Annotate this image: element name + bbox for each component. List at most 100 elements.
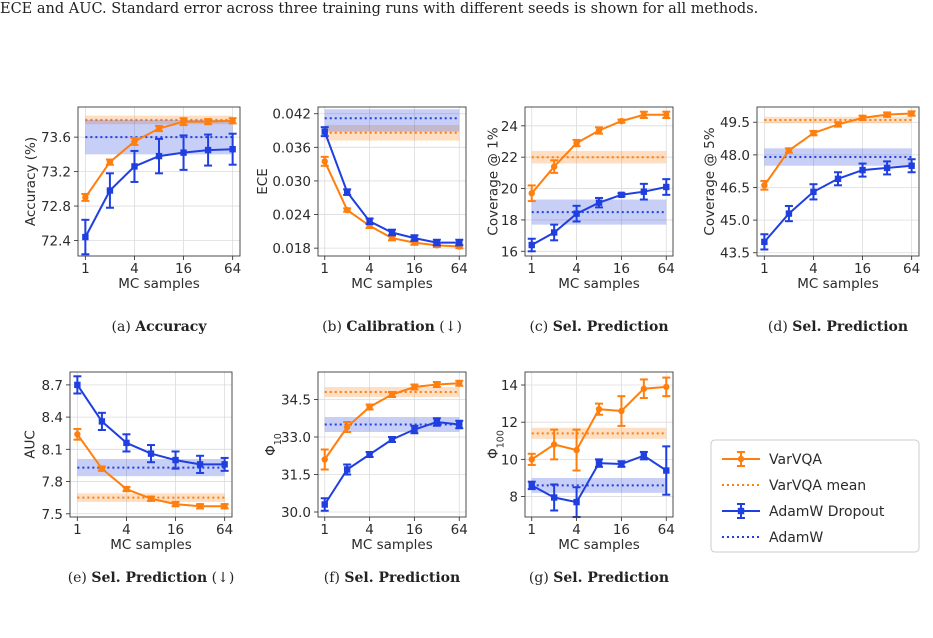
- x-tick-label: 4: [365, 522, 374, 538]
- y-tick-label: 8.1: [42, 442, 63, 458]
- chart-panel: 1 4 16 64 0.018 0.024 0.030 0.036 0.042 MC sample…: [255, 106, 468, 335]
- y-tick-label: 0.042: [272, 107, 311, 123]
- mean-band: [764, 116, 912, 124]
- data-point-circle: [908, 110, 915, 117]
- data-point-circle: [595, 127, 603, 134]
- data-point-square: [106, 187, 114, 194]
- x-tick-label: 16: [854, 261, 871, 277]
- data-point-square: [663, 467, 670, 474]
- data-point-circle: [785, 147, 793, 154]
- data-point-circle: [221, 503, 228, 510]
- x-tick-label: 1: [320, 261, 329, 277]
- data-point-circle: [123, 485, 130, 493]
- x-tick-label: 4: [572, 261, 581, 277]
- data-point-square: [550, 494, 558, 501]
- data-point-square: [388, 229, 396, 236]
- series-line: [323, 420, 460, 506]
- axes-frame: [317, 371, 467, 518]
- subfigure-caption: (e) Sel. Prediction (↓): [68, 570, 235, 586]
- mean-band: [324, 417, 460, 432]
- x-tick-label: 1: [527, 522, 536, 538]
- mean-band: [324, 109, 460, 132]
- y-axis-label: Coverage @ 1%: [485, 127, 501, 235]
- data-point-square: [573, 498, 580, 506]
- data-point-circle: [663, 383, 670, 391]
- y-tick-label: 46.5: [720, 180, 750, 196]
- y-tick-label: 7.5: [42, 507, 63, 523]
- mean-band: [324, 124, 460, 141]
- x-tick-label: 4: [130, 261, 139, 277]
- legend-marker-circle: [737, 455, 745, 463]
- data-point-square: [221, 461, 228, 468]
- y-tick-label: 43.5: [720, 246, 750, 262]
- caption-title: Sel. Prediction: [91, 570, 207, 586]
- data-point-circle: [82, 194, 89, 201]
- data-point-circle: [204, 118, 212, 125]
- data-point-circle: [663, 111, 670, 119]
- axes-frame: [77, 106, 241, 257]
- data-point-square: [74, 381, 81, 389]
- x-axis-label: MC samples: [797, 276, 878, 292]
- data-point-circle: [411, 383, 418, 391]
- data-point-circle: [528, 190, 535, 197]
- y-tick-label: 10: [501, 452, 518, 468]
- data-point-circle: [456, 380, 463, 387]
- data-point-circle: [196, 503, 204, 510]
- data-point-circle: [106, 158, 114, 166]
- caption-title: Sel. Prediction: [553, 319, 669, 335]
- data-point-square: [618, 191, 625, 199]
- x-tick-label: 64: [224, 261, 241, 277]
- chart-panel: 1 4 16 64 7.5 7.8 8.1 8.4 8.7 MC samples AUC (e) Se…: [23, 371, 235, 586]
- data-point-circle: [573, 139, 580, 147]
- data-point-circle: [98, 465, 106, 472]
- data-point-square: [131, 163, 138, 170]
- caption-suffix: (↓): [207, 570, 234, 586]
- data-point-square: [595, 459, 603, 467]
- data-point-square: [229, 146, 236, 153]
- data-point-circle: [131, 138, 138, 145]
- data-point-square: [172, 456, 179, 464]
- x-tick-label: 16: [613, 522, 630, 538]
- x-tick-label: 16: [613, 261, 630, 277]
- y-tick-label: 7.8: [42, 475, 63, 491]
- data-point-square: [411, 426, 418, 433]
- x-tick-label: 64: [658, 261, 675, 277]
- chart-panel: 1 4 16 64 16 18 20 22 24 MC samples Coverage @ 1% (…: [485, 106, 675, 335]
- data-point-circle: [343, 206, 351, 214]
- data-point-square: [82, 233, 89, 241]
- y-tick-label: 73.2: [41, 165, 71, 181]
- caption-label: (d): [768, 319, 792, 335]
- data-point-circle: [550, 441, 558, 448]
- data-point-square: [155, 152, 163, 160]
- data-point-square: [433, 239, 441, 246]
- x-tick-label: 64: [451, 522, 468, 538]
- data-point-circle: [640, 385, 648, 392]
- caption-title: Sel. Prediction: [553, 570, 669, 586]
- legend-marker-square: [737, 507, 745, 515]
- data-point-circle: [433, 381, 441, 388]
- data-point-circle: [321, 158, 328, 165]
- x-tick-label: 16: [406, 522, 423, 538]
- data-point-square: [343, 188, 351, 196]
- data-point-square: [640, 452, 648, 459]
- y-tick-label: 18: [501, 213, 518, 229]
- data-point-circle: [229, 117, 236, 124]
- chart-panel: 1 4 16 64 72.4 72.8 73.2 73.6 MC samples Accuracy…: [23, 106, 241, 335]
- y-tick-label: 24: [501, 119, 518, 135]
- y-tick-label: 20: [501, 182, 518, 198]
- y-tick-label: 48.0: [720, 148, 750, 164]
- x-tick-label: 16: [175, 261, 192, 277]
- data-point-square: [343, 466, 351, 473]
- data-point-circle: [172, 500, 179, 508]
- y-axis-label: Accuracy (%): [23, 137, 39, 226]
- data-point-square: [834, 175, 842, 182]
- axes-frame: [524, 106, 674, 257]
- data-point-circle: [321, 456, 328, 463]
- data-point-square: [785, 210, 793, 217]
- data-point-circle: [388, 234, 396, 242]
- data-point-square: [98, 418, 106, 425]
- x-tick-label: 64: [658, 522, 675, 538]
- data-point-square: [180, 149, 187, 156]
- y-tick-label: 8.7: [42, 378, 63, 394]
- data-point-square: [321, 128, 328, 135]
